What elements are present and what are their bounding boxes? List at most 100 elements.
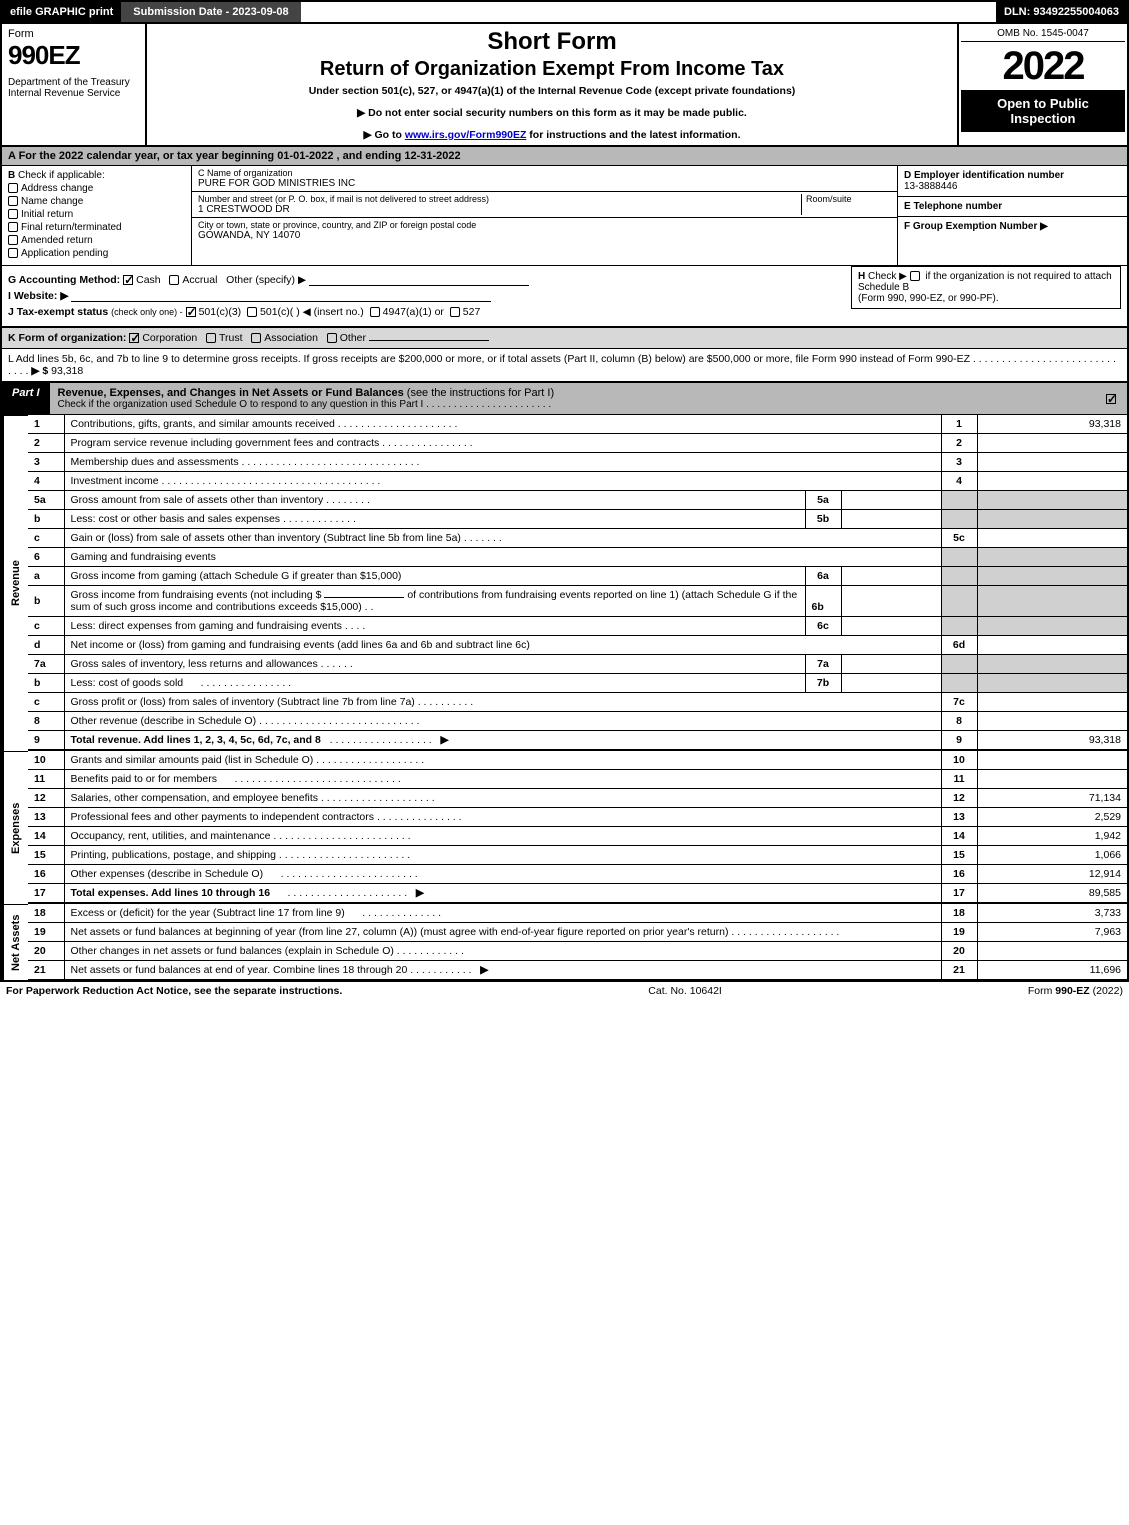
tax-year: 2022: [961, 46, 1125, 86]
k-o4: Other: [340, 332, 366, 344]
l-value: 93,318: [51, 365, 83, 377]
g-other: Other (specify) ▶: [226, 274, 306, 286]
line-6: 6 Gaming and fundraising events: [28, 548, 1127, 567]
j-527-check[interactable]: [450, 307, 460, 317]
city-cell: City or town, state or province, country…: [192, 218, 897, 243]
row-ghij: H Check ▶ if the organization is not req…: [2, 266, 1127, 327]
k-corp-check[interactable]: [129, 333, 139, 343]
i-blank[interactable]: [71, 290, 491, 302]
k-assoc-check[interactable]: [251, 333, 261, 343]
g-accrual-check[interactable]: [169, 275, 179, 285]
street-hint: Number and street (or P. O. box, if mail…: [198, 194, 801, 204]
efile-print-button[interactable]: efile GRAPHIC print: [2, 2, 121, 22]
j-501c3-check[interactable]: [186, 307, 196, 317]
revenue-table: 1 Contributions, gifts, grants, and simi…: [28, 415, 1127, 751]
room-hint: Room/suite: [806, 194, 891, 204]
section-h-box: H Check ▶ if the organization is not req…: [851, 266, 1121, 309]
spacer: [301, 2, 996, 22]
line-5a: 5a Gross amount from sale of assets othe…: [28, 491, 1127, 510]
chk-initial-return[interactable]: Initial return: [8, 209, 185, 220]
header-right: OMB No. 1545-0047 2022 Open to Public In…: [957, 24, 1127, 145]
part-i-header: Part I Revenue, Expenses, and Changes in…: [2, 383, 1127, 415]
short-form-title: Short Form: [157, 28, 947, 56]
b-label: B: [8, 170, 15, 181]
h-label: H: [858, 271, 865, 282]
line-11: 11 Benefits paid to or for members . . .…: [28, 770, 1127, 789]
expenses-table: 10 Grants and similar amounts paid (list…: [28, 751, 1127, 904]
chk-name-change[interactable]: Name change: [8, 196, 185, 207]
chk-amended-return[interactable]: Amended return: [8, 235, 185, 246]
arrow2-pre: ▶ Go to: [364, 129, 405, 141]
submission-date: Submission Date - 2023-09-08: [121, 2, 300, 22]
line-1-num: 1: [28, 415, 64, 434]
section-a: A For the 2022 calendar year, or tax yea…: [2, 147, 1127, 166]
form-header: Form 990EZ Department of the Treasury In…: [2, 24, 1127, 147]
topbar: efile GRAPHIC print Submission Date - 20…: [2, 2, 1127, 24]
header-arrow2: ▶ Go to www.irs.gov/Form990EZ for instru…: [157, 129, 947, 141]
section-e: E Telephone number: [898, 197, 1127, 217]
chk-address-change[interactable]: Address change: [8, 183, 185, 194]
line-17: 17 Total expenses. Add lines 10 through …: [28, 884, 1127, 904]
j-4947-check[interactable]: [370, 307, 380, 317]
line-20: 20 Other changes in net assets or fund b…: [28, 942, 1127, 961]
k-o2: Trust: [219, 332, 243, 344]
netassets-side-label: Net Assets: [2, 904, 28, 980]
j-sub: (check only one) -: [111, 307, 183, 317]
k-other-check[interactable]: [327, 333, 337, 343]
row-k: K Form of organization: Corporation Trus…: [2, 327, 1127, 349]
line-6a: a Gross income from gaming (attach Sched…: [28, 567, 1127, 586]
line-18: 18 Excess or (deficit) for the year (Sub…: [28, 904, 1127, 923]
street-value: 1 CRESTWOOD DR: [198, 204, 801, 215]
footer-right: Form 990-EZ (2022): [1028, 985, 1123, 997]
j-o4: 527: [463, 306, 481, 318]
chk-application-pending[interactable]: Application pending: [8, 248, 185, 259]
netassets-table: 18 Excess or (deficit) for the year (Sub…: [28, 904, 1127, 980]
h-checkbox[interactable]: [910, 271, 920, 281]
header-subline: Under section 501(c), 527, or 4947(a)(1)…: [157, 85, 947, 97]
omb-number: OMB No. 1545-0047: [961, 26, 1125, 42]
line-2: 2 Program service revenue including gove…: [28, 434, 1127, 453]
k-trust-check[interactable]: [206, 333, 216, 343]
line-15: 15 Printing, publications, postage, and …: [28, 846, 1127, 865]
line-8: 8 Other revenue (describe in Schedule O)…: [28, 712, 1127, 731]
row-l: L Add lines 5b, 6c, and 7b to line 9 to …: [2, 349, 1127, 383]
header-left: Form 990EZ Department of the Treasury In…: [2, 24, 147, 145]
part-i-checkbox[interactable]: [1106, 394, 1116, 404]
g-cash: Cash: [136, 274, 161, 286]
row-bcdef: B Check if applicable: Address change Na…: [2, 166, 1127, 266]
section-def: D Employer identification number 13-3888…: [897, 166, 1127, 265]
line-3: 3 Membership dues and assessments . . . …: [28, 453, 1127, 472]
line-1-desc: Contributions, gifts, grants, and simila…: [64, 415, 941, 434]
j-o3: 4947(a)(1) or: [383, 306, 444, 318]
irs-link[interactable]: www.irs.gov/Form990EZ: [405, 129, 527, 141]
open-to-public: Open to Public Inspection: [961, 90, 1125, 132]
form-label: Form: [8, 28, 139, 40]
k-label: K Form of organization:: [8, 332, 126, 344]
line-6b: b Gross income from fundraising events (…: [28, 586, 1127, 617]
line-1-ref: 1: [941, 415, 977, 434]
l-text: L Add lines 5b, 6c, and 7b to line 9 to …: [8, 353, 970, 365]
b-text: Check if applicable:: [18, 170, 105, 181]
street-cell: Number and street (or P. O. box, if mail…: [192, 192, 897, 218]
chk-final-return[interactable]: Final return/terminated: [8, 222, 185, 233]
footer: For Paperwork Reduction Act Notice, see …: [0, 982, 1129, 1000]
return-title: Return of Organization Exempt From Incom…: [157, 58, 947, 81]
j-label: J Tax-exempt status: [8, 306, 108, 318]
expenses-side-label: Expenses: [2, 751, 28, 904]
line-12: 12 Salaries, other compensation, and emp…: [28, 789, 1127, 808]
line-6c: c Less: direct expenses from gaming and …: [28, 617, 1127, 636]
section-c: C Name of organization PURE FOR GOD MINI…: [192, 166, 897, 265]
j-501c-check[interactable]: [247, 307, 257, 317]
line-10: 10 Grants and similar amounts paid (list…: [28, 751, 1127, 770]
part-i-title: Revenue, Expenses, and Changes in Net As…: [50, 383, 1098, 414]
g-cash-check[interactable]: [123, 275, 133, 285]
dln-label: DLN: 93492255004063: [996, 2, 1127, 22]
part-i-tag: Part I: [2, 383, 50, 414]
city-hint: City or town, state or province, country…: [198, 220, 891, 230]
k-o3: Association: [264, 332, 318, 344]
part-i-check: [1098, 383, 1127, 414]
footer-mid: Cat. No. 10642I: [342, 985, 1028, 997]
k-other-blank[interactable]: [369, 340, 489, 341]
g-other-blank[interactable]: [309, 274, 529, 286]
section-d: D Employer identification number 13-3888…: [898, 166, 1127, 197]
